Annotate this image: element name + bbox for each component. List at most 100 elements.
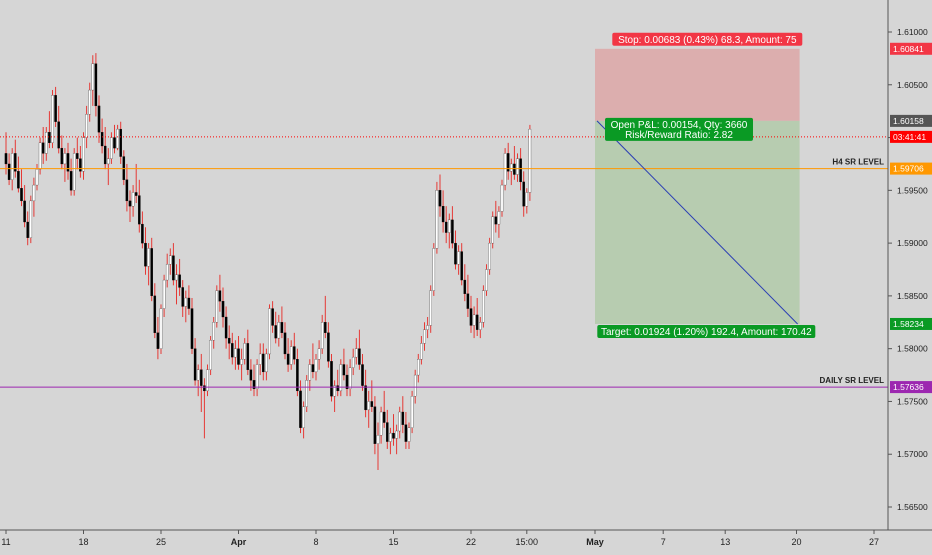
candle-body — [63, 153, 67, 165]
candle-body — [138, 195, 141, 225]
candle-body — [379, 411, 383, 436]
candle-body — [100, 132, 104, 147]
candle-body — [289, 346, 293, 365]
candle-body — [392, 432, 395, 439]
candle-body — [209, 340, 212, 370]
candle-body — [314, 359, 318, 373]
candle-body — [342, 364, 346, 376]
target-label: Target: 0.01924 (1.20%) 192.4, Amount: 1… — [601, 327, 812, 338]
candle-body — [389, 432, 392, 442]
candle-body — [113, 137, 116, 149]
candle-body — [249, 369, 253, 381]
x-tick-label: 13 — [720, 537, 730, 547]
candle-body — [7, 163, 11, 180]
stop-label: Stop: 0.00683 (0.43%) 68.3, Amount: 75 — [618, 35, 797, 46]
candle-body — [17, 171, 20, 189]
sr-level-label: H4 SR LEVEL — [832, 158, 884, 167]
x-tick-label: 22 — [466, 537, 476, 547]
h4-level-badge: 1.59706 — [893, 164, 924, 174]
candle-body — [203, 385, 206, 392]
candle-body — [10, 153, 14, 180]
candle-body — [156, 332, 160, 349]
candle-body — [125, 179, 129, 202]
candle-body — [348, 367, 352, 389]
candle-body — [268, 308, 271, 355]
candle-body — [212, 322, 215, 341]
trade-projection-line[interactable] — [596, 120, 798, 325]
candle-body — [528, 128, 532, 193]
y-tick-label: 1.59000 — [897, 238, 928, 248]
candle-body — [286, 353, 290, 365]
candle-body — [401, 411, 405, 425]
candle-body — [141, 223, 144, 244]
candle-body — [448, 219, 451, 233]
candle-body — [522, 181, 525, 207]
candle-body — [224, 316, 228, 339]
candle-body — [128, 200, 132, 207]
x-tick-label: 25 — [156, 537, 166, 547]
candle-body — [482, 290, 485, 323]
candle-body — [91, 63, 95, 91]
candle-body — [196, 369, 200, 381]
countdown-badge: 03:41:41 — [893, 132, 926, 142]
candle-body — [32, 184, 36, 202]
candle-body — [66, 153, 70, 172]
candle-body — [88, 89, 91, 115]
x-tick-label: 15:00 — [516, 537, 539, 547]
candle-body — [479, 322, 482, 330]
candle-body — [85, 114, 88, 138]
candle-body — [513, 163, 516, 175]
candle-body — [35, 169, 39, 186]
candle-body — [144, 242, 147, 267]
h4-level-badge-bg — [890, 162, 932, 175]
candle-body — [324, 322, 327, 333]
candle-body — [510, 163, 513, 172]
y-tick-label: 1.61000 — [897, 27, 928, 37]
candle-body — [4, 153, 8, 165]
candle-body — [432, 248, 436, 291]
candle-body — [97, 105, 101, 133]
candle-body — [386, 422, 389, 442]
stop-loss-zone[interactable] — [595, 48, 800, 121]
candle-body — [516, 158, 519, 175]
candle-body — [503, 153, 507, 186]
x-tick-label: 27 — [869, 537, 879, 547]
candle-body — [299, 390, 302, 428]
candle-body — [376, 435, 380, 444]
candle-body — [525, 192, 529, 207]
x-tick-label: 15 — [388, 537, 398, 547]
candle-body — [187, 297, 191, 309]
candle-body — [423, 329, 426, 344]
candle-body — [351, 356, 355, 368]
candle-body — [472, 314, 476, 326]
candle-body — [153, 295, 157, 333]
candle-body — [283, 332, 287, 355]
candle-body — [407, 427, 411, 442]
candle-body — [231, 343, 234, 358]
candle-body — [14, 153, 17, 172]
target-label-bg — [597, 324, 816, 338]
candle-body — [485, 269, 488, 291]
candle-body — [193, 348, 197, 381]
pnl-box-bg — [605, 117, 753, 141]
candle-body — [23, 200, 26, 223]
target-price-badge: 1.58234 — [893, 319, 924, 329]
candle-body — [76, 153, 79, 159]
candle-body — [488, 242, 491, 270]
risk-reward-label: Risk/Reward Ratio: 2.82 — [625, 130, 733, 141]
candle-body — [26, 221, 29, 238]
sr-level-label: DAILY SR LEVEL — [820, 376, 885, 385]
candle-body — [175, 274, 178, 281]
pnl-label: Open P&L: 0.00154, Qty: 3660 — [611, 120, 748, 131]
candle-body — [82, 137, 85, 172]
y-tick-label: 1.56500 — [897, 502, 928, 512]
candle-body — [413, 374, 417, 397]
candle-body — [339, 364, 343, 392]
candle-body — [246, 343, 250, 370]
candle-body — [444, 221, 448, 233]
candle-body — [227, 337, 231, 344]
candle-body — [497, 211, 501, 225]
candle-body — [258, 353, 262, 365]
